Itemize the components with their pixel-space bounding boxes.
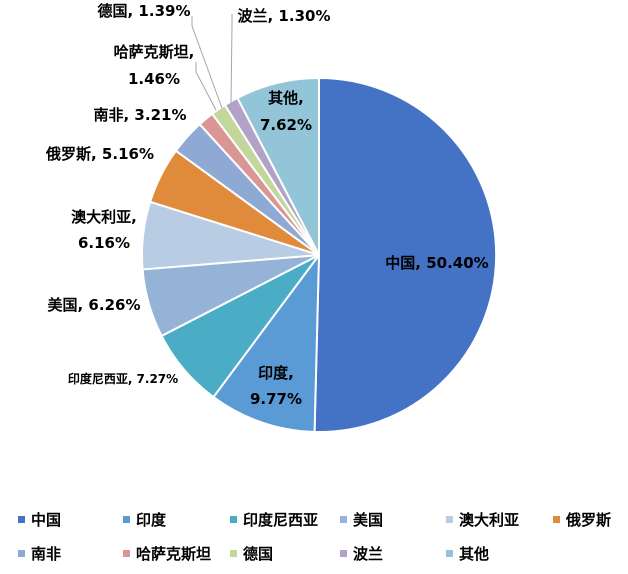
- legend-label: 印度尼西亚: [243, 511, 319, 529]
- legend-swatch: [123, 550, 130, 557]
- legend-label: 俄罗斯: [566, 511, 612, 529]
- legend-label: 波兰: [353, 545, 384, 563]
- data-label-8: 德国, 1.39%: [98, 2, 191, 20]
- legend-swatch: [446, 516, 453, 523]
- legend-item-6: 南非: [18, 543, 61, 564]
- pie-slice-0: [313, 76, 498, 433]
- data-label-3: 美国, 6.26%: [48, 296, 141, 314]
- legend-swatch: [18, 550, 25, 557]
- legend-label: 哈萨克斯坦: [136, 545, 212, 563]
- legend-item-9: 波兰: [340, 543, 383, 564]
- data-label-6: 南非, 3.21%: [94, 106, 187, 124]
- legend-label: 澳大利亚: [459, 511, 520, 529]
- legend-label: 中国: [31, 511, 62, 529]
- pie-slice-1: [212, 251, 321, 433]
- legend-item-10: 其他: [446, 543, 489, 564]
- legend-swatch: [340, 550, 347, 557]
- data-label-5: 俄罗斯, 5.16%: [45, 145, 154, 163]
- legend-swatch: [340, 516, 347, 523]
- pie-chart: 中国, 50.40% 印度, 9.77% 印度尼西亚, 7.27% 美国, 6.26% 澳…: [45, 2, 498, 433]
- legend-label: 德国: [243, 545, 274, 563]
- legend-item-7: 哈萨克斯坦: [123, 543, 211, 564]
- legend-label: 南非: [31, 545, 62, 563]
- legend-label: 其他: [459, 545, 490, 563]
- leader-line-9: [230, 14, 233, 105]
- data-label-10: 其他, 7.62%: [260, 89, 312, 134]
- legend-item-0: 中国: [18, 509, 61, 530]
- legend-swatch: [553, 516, 560, 523]
- data-label-0: 中国, 50.40%: [385, 254, 488, 272]
- legend-swatch: [446, 550, 453, 557]
- legend-item-5: 俄罗斯: [553, 509, 611, 530]
- legend-item-4: 澳大利亚: [446, 509, 519, 530]
- legend-item-1: 印度: [123, 509, 166, 530]
- legend-item-3: 美国: [340, 509, 383, 530]
- legend-swatch: [18, 516, 25, 523]
- data-label-1: 印度, 9.77%: [250, 364, 302, 408]
- data-label-4: 澳大利亚, 6.16%: [71, 208, 137, 252]
- data-label-7: 哈萨克斯坦, 1.46%: [114, 43, 195, 88]
- leader-line-7: [195, 62, 217, 111]
- legend-swatch: [123, 516, 130, 523]
- legend-item-2: 印度尼西亚: [230, 509, 318, 530]
- legend-swatch: [230, 550, 237, 557]
- leader-line-8: [191, 16, 223, 109]
- data-label-9: 波兰, 1.30%: [238, 7, 331, 25]
- legend-label: 印度: [136, 511, 167, 529]
- legend-swatch: [230, 516, 237, 523]
- legend-label: 美国: [353, 511, 384, 529]
- legend-item-8: 德国: [230, 543, 273, 564]
- pie-slice-10: [236, 76, 320, 256]
- data-label-2: 印度尼西亚, 7.27%: [68, 371, 178, 386]
